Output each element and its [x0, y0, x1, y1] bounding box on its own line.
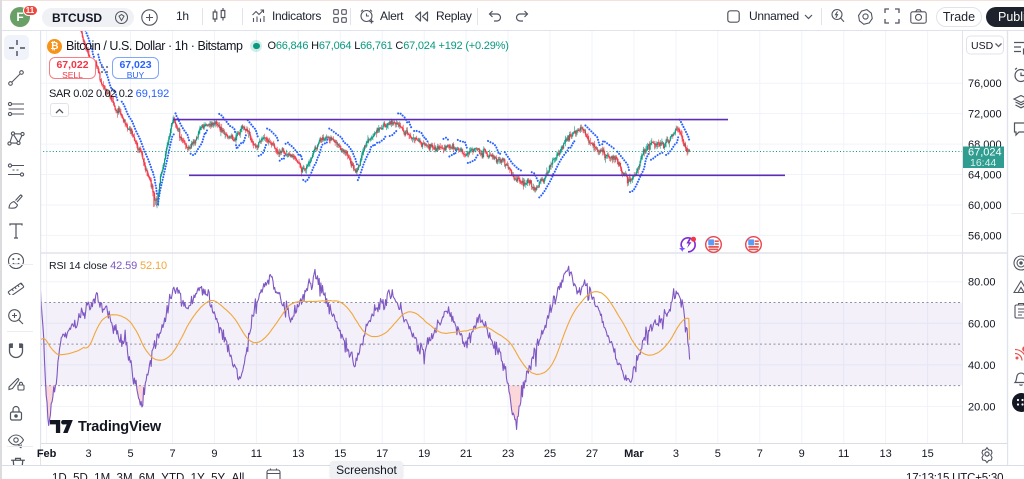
svg-text:1D 5D 1M 3M 6M YTD 1Y 5: 1D 5D 1M 3M 6M YTD 1Y 5Y All [52, 473, 244, 479]
svg-text:7: 7 [757, 448, 763, 460]
svg-text:9: 9 [799, 448, 805, 460]
svg-text:60,000: 60,000 [968, 200, 1002, 212]
svg-text:USD: USD [971, 40, 994, 52]
svg-text:76,000: 76,000 [968, 78, 1002, 90]
svg-text:56,000: 56,000 [968, 230, 1002, 242]
svg-text:15: 15 [921, 448, 933, 460]
svg-text:40.00: 40.00 [968, 360, 996, 372]
svg-text:25: 25 [544, 448, 556, 460]
svg-text:13: 13 [292, 448, 304, 460]
svg-text:20.00: 20.00 [968, 401, 996, 413]
svg-text:13: 13 [879, 448, 891, 460]
svg-text:17:13:15 UTC+5:30: 17:13:15 UTC+5:30 [906, 473, 1003, 479]
svg-text:16:44: 16:44 [970, 157, 996, 169]
svg-text:19: 19 [418, 448, 430, 460]
svg-text:67,024: 67,024 [968, 147, 1002, 159]
svg-text:11: 11 [251, 448, 262, 460]
svg-text:9: 9 [211, 448, 217, 460]
svg-text:21: 21 [460, 448, 472, 460]
svg-text:64,000: 64,000 [968, 170, 1002, 182]
svg-text:5: 5 [127, 448, 133, 460]
svg-text:Feb: Feb [37, 448, 57, 460]
svg-text:27: 27 [586, 448, 598, 460]
svg-text:7: 7 [169, 448, 175, 460]
svg-text:3: 3 [86, 448, 92, 460]
svg-text:3: 3 [673, 448, 679, 460]
svg-text:60.00: 60.00 [968, 318, 996, 330]
svg-text:80.00: 80.00 [968, 277, 996, 289]
svg-text:11: 11 [838, 448, 849, 460]
svg-text:23: 23 [502, 448, 514, 460]
svg-text:15: 15 [334, 448, 346, 460]
svg-text:Mar: Mar [624, 448, 644, 460]
svg-text:17: 17 [376, 448, 388, 460]
svg-text:5: 5 [715, 448, 721, 460]
svg-text:72,000: 72,000 [968, 109, 1002, 121]
